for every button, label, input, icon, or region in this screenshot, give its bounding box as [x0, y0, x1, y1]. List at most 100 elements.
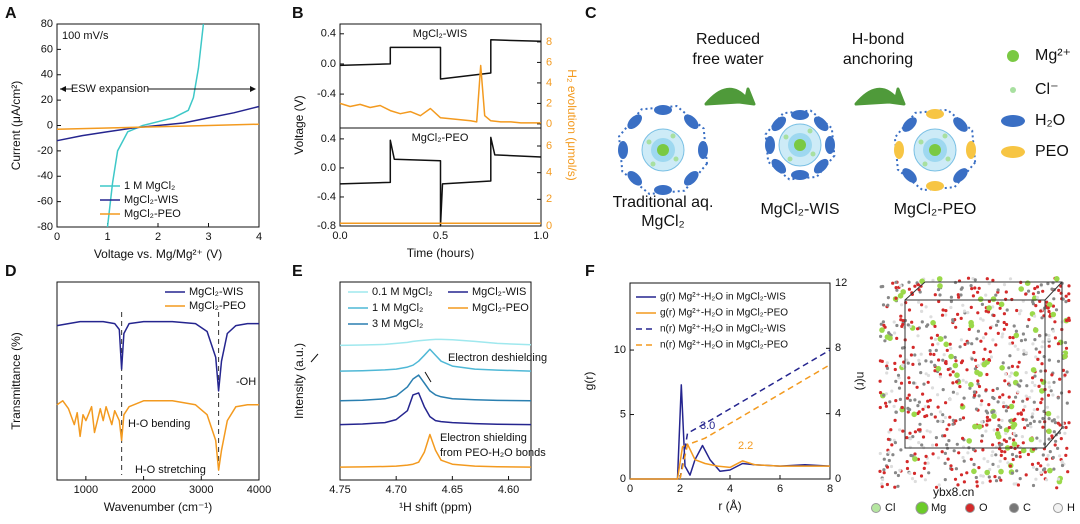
atom	[991, 462, 995, 466]
atom	[962, 480, 967, 484]
atom	[1008, 277, 1013, 281]
atom	[878, 405, 882, 410]
atom	[981, 336, 986, 340]
atom	[924, 359, 928, 363]
atom	[1004, 297, 1008, 301]
water-molecule	[813, 158, 829, 174]
atom	[982, 457, 986, 461]
atom	[971, 447, 976, 452]
atom	[964, 380, 968, 384]
atom	[1043, 470, 1047, 474]
atom	[936, 405, 940, 409]
atom	[954, 467, 959, 471]
atom	[913, 452, 917, 456]
atom	[886, 296, 891, 300]
atom	[997, 418, 1001, 422]
y-tick-label: -0.8	[317, 220, 336, 232]
atom	[927, 471, 931, 475]
data-line	[339, 433, 532, 468]
atom	[906, 410, 910, 414]
atom	[1044, 457, 1049, 461]
atom	[940, 313, 945, 317]
atom	[1038, 439, 1042, 443]
legend-label: MgCl₂-PEO	[472, 302, 529, 314]
annotation: MgCl₂-PEO	[412, 132, 469, 144]
atom	[894, 399, 898, 403]
atom	[949, 299, 954, 304]
atom	[938, 336, 944, 342]
atom	[998, 306, 1002, 310]
process-arrow	[854, 87, 906, 106]
atom	[951, 370, 955, 374]
atom	[898, 354, 903, 358]
atom	[878, 451, 882, 456]
atom	[1056, 421, 1060, 425]
atom	[987, 475, 991, 479]
atom	[915, 385, 919, 389]
data-line	[630, 384, 831, 480]
atom	[941, 388, 945, 392]
atom	[953, 355, 957, 360]
x-tick-label: 4	[727, 483, 733, 495]
atom	[1002, 312, 1007, 316]
y-tick-label: -60	[37, 196, 53, 208]
atom	[943, 335, 947, 339]
atom	[958, 385, 962, 389]
y-tick-label: 20	[41, 94, 53, 106]
water-molecule	[902, 168, 917, 183]
atom	[893, 471, 898, 475]
atom	[883, 339, 887, 343]
atom	[1058, 377, 1062, 381]
legend-label: MgCl₂-WIS	[189, 286, 243, 298]
atom	[937, 283, 943, 289]
atom	[971, 294, 976, 298]
atom	[1031, 342, 1035, 346]
y-tick-label: 0.0	[321, 162, 336, 174]
atom	[977, 286, 981, 290]
atom	[920, 443, 924, 447]
atom	[931, 443, 935, 447]
atom	[1035, 436, 1039, 440]
x-tick-label: 6	[777, 483, 783, 495]
atom	[1025, 384, 1029, 388]
atom	[949, 295, 954, 299]
atom	[972, 390, 977, 394]
step-label: Traditional aq.	[613, 194, 714, 211]
atom-legend-label: O	[979, 502, 988, 514]
arrow-head	[310, 353, 432, 383]
x-tick-label: 4.65	[442, 484, 463, 496]
atom	[958, 417, 962, 422]
x-tick-label: 2	[155, 231, 161, 243]
atom	[976, 329, 981, 333]
atom	[1015, 308, 1019, 313]
atom	[1034, 355, 1038, 359]
atom	[924, 454, 928, 458]
atom	[901, 363, 905, 368]
x-axis-label: Time (hours)	[407, 246, 475, 260]
atom	[987, 358, 991, 362]
atom	[949, 305, 953, 310]
diagram-legend-label: Cl⁻	[1035, 81, 1059, 98]
peo-chain	[966, 141, 976, 159]
atom	[880, 482, 884, 486]
atom	[1025, 397, 1029, 401]
atom	[991, 395, 995, 400]
atom	[976, 364, 980, 368]
atom	[949, 346, 953, 350]
atom	[962, 396, 966, 400]
atom	[933, 324, 937, 328]
y2-tick-label: 2	[546, 193, 552, 205]
atom	[1046, 428, 1052, 435]
legend-water	[1001, 115, 1025, 127]
atom	[1026, 423, 1030, 428]
atom	[991, 278, 995, 282]
atom	[917, 300, 921, 304]
atom	[917, 288, 921, 292]
atom	[980, 434, 984, 438]
atom	[882, 457, 886, 461]
atom	[916, 327, 920, 331]
y-tick-label: 5	[620, 408, 626, 420]
atom	[891, 281, 895, 285]
water-molecule	[698, 141, 708, 159]
atom	[1018, 312, 1022, 316]
